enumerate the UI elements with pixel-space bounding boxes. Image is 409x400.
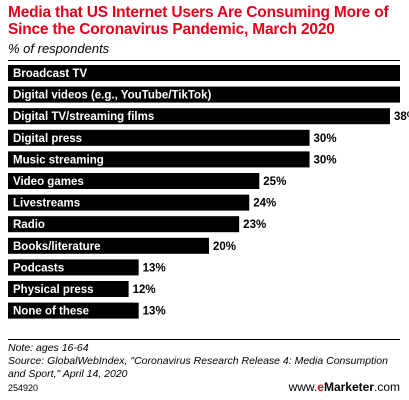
category-label: Radio xyxy=(13,219,45,231)
category-label: Broadcast TV xyxy=(13,68,87,80)
bar-5 xyxy=(8,173,260,189)
bar-9 xyxy=(8,259,139,276)
bar-6 xyxy=(8,194,250,211)
bar-1 xyxy=(8,86,400,103)
brand-prefix: www. xyxy=(288,380,318,394)
value-label: 39% xyxy=(373,68,396,80)
value-label: 30% xyxy=(314,133,337,145)
value-label: 39% xyxy=(373,90,396,102)
brand-e: e xyxy=(317,380,324,394)
value-label: 24% xyxy=(253,198,276,210)
brand-logo: www.eMarketer.com xyxy=(289,380,400,394)
value-label: 25% xyxy=(263,176,286,188)
category-label: Digital press xyxy=(13,133,82,145)
value-label: 13% xyxy=(143,262,166,274)
bar-0 xyxy=(8,65,400,81)
bottom-rule xyxy=(8,339,400,340)
category-label: Books/literature xyxy=(13,241,101,253)
category-label: None of these xyxy=(13,306,89,318)
category-label: Physical press xyxy=(13,284,94,296)
value-label: 12% xyxy=(133,284,156,296)
brand-suffix: .com xyxy=(373,380,400,394)
chart-id: 254920 xyxy=(8,383,39,393)
value-label: 13% xyxy=(143,306,166,318)
chart-subtitle: % of respondents xyxy=(8,41,110,56)
brand-name: Marketer xyxy=(323,380,374,394)
category-label: Music streaming xyxy=(13,154,104,166)
category-label: Video games xyxy=(13,176,84,188)
bar-chart: Broadcast TV 39% Digital videos (e.g., You… xyxy=(8,65,409,319)
value-label: 30% xyxy=(314,154,337,166)
top-rule xyxy=(8,60,400,61)
category-label: Digital TV/streaming films xyxy=(13,111,154,123)
bar-10 xyxy=(8,281,129,297)
chart-note: Note: ages 16-64 xyxy=(8,342,89,354)
chart-title: Media that US Internet Users Are Consumi… xyxy=(8,4,389,38)
bar-4 xyxy=(8,151,310,168)
category-label: Livestreams xyxy=(13,198,80,210)
value-label: 38% xyxy=(394,111,409,123)
bar-3 xyxy=(8,129,310,146)
value-label: 23% xyxy=(243,219,266,231)
value-label: 20% xyxy=(213,241,236,253)
category-label: Digital videos (e.g., YouTube/TikTok) xyxy=(13,90,211,102)
chart-source: Source: GlobalWebIndex, "Coronavirus Res… xyxy=(8,355,388,380)
bar-2 xyxy=(8,108,390,125)
bar-7 xyxy=(8,216,240,233)
category-label: Podcasts xyxy=(13,262,64,274)
bar-11 xyxy=(8,302,139,319)
bar-8 xyxy=(8,237,210,254)
